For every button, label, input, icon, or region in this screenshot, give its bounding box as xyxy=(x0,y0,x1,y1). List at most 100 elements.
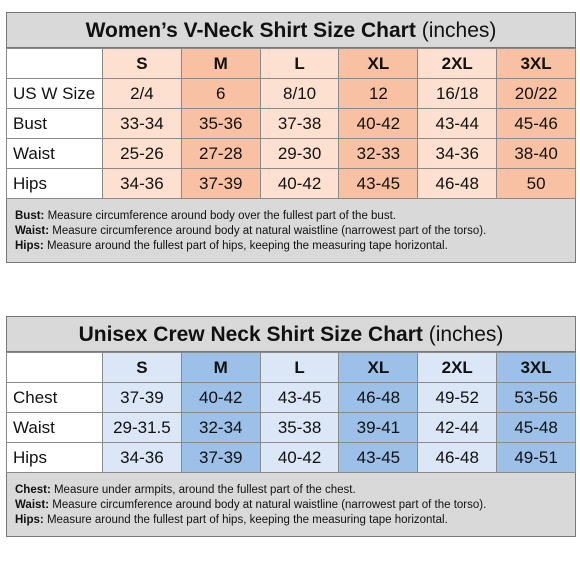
table-cell: 32-34 xyxy=(180,412,261,443)
row-label: Hips xyxy=(6,442,103,473)
unisex-chart-title: Unisex Crew Neck Shirt Size Chart (inche… xyxy=(6,316,576,352)
table-header-row: S M L XL 2XL 3XL xyxy=(6,48,576,79)
note-line: Bust: Measure circumference around body … xyxy=(15,209,567,224)
note-text: Measure under armpits, around the fulles… xyxy=(50,484,356,496)
table-cell: 40-42 xyxy=(259,442,340,473)
table-row: Chest 37-39 40-42 43-45 46-48 49-52 53-5… xyxy=(6,382,576,413)
table-cell: 49-52 xyxy=(417,382,498,413)
row-label: US W Size xyxy=(6,78,103,109)
table-cell: 53-56 xyxy=(496,382,576,413)
note-text: Measure around the fullest part of hips,… xyxy=(43,240,448,252)
size-header: M xyxy=(180,352,261,383)
note-term: Hips: xyxy=(15,514,44,526)
table-cell: 40-42 xyxy=(180,382,261,413)
note-text: Measure circumference around body over t… xyxy=(44,210,396,222)
unisex-title-text: Unisex Crew Neck Shirt Size Chart xyxy=(78,323,423,346)
table-cell: 12 xyxy=(338,78,419,109)
note-term: Waist: xyxy=(15,499,50,511)
size-header: L xyxy=(259,48,340,79)
table-row: US W Size 2/4 6 8/10 12 16/18 20/22 xyxy=(6,78,576,109)
table-cell: 43-45 xyxy=(259,382,340,413)
table-cell: 2/4 xyxy=(102,78,182,109)
womens-size-table: S M L XL 2XL 3XL US W Size 2/4 6 8/10 12… xyxy=(6,48,576,199)
table-cell: 46-48 xyxy=(417,168,498,199)
corner-cell xyxy=(6,48,103,79)
table-cell: 43-45 xyxy=(338,442,419,473)
table-cell: 20/22 xyxy=(496,78,576,109)
table-cell: 27-28 xyxy=(180,138,261,169)
table-cell: 37-39 xyxy=(180,168,261,199)
table-cell: 42-44 xyxy=(417,412,498,443)
table-row: Hips 34-36 37-39 40-42 43-45 46-48 49-51 xyxy=(6,442,576,473)
table-cell: 37-39 xyxy=(180,442,261,473)
table-cell: 40-42 xyxy=(259,168,340,199)
womens-title-unit: (inches) xyxy=(421,19,497,42)
note-term: Bust: xyxy=(15,210,45,222)
size-header: 3XL xyxy=(496,48,576,79)
note-term: Waist: xyxy=(15,225,50,237)
size-header: XL xyxy=(338,48,419,79)
size-header: 2XL xyxy=(417,352,498,383)
row-label: Chest xyxy=(6,382,103,413)
size-header: 2XL xyxy=(417,48,498,79)
womens-size-chart: Women’s V-Neck Shirt Size Chart (inches)… xyxy=(6,12,576,263)
unisex-title-unit: (inches) xyxy=(428,323,504,346)
note-line: Hips: Measure around the fullest part of… xyxy=(15,513,567,528)
table-cell: 25-26 xyxy=(102,138,182,169)
row-label: Bust xyxy=(6,108,103,139)
table-cell: 8/10 xyxy=(259,78,340,109)
table-cell: 16/18 xyxy=(417,78,498,109)
table-cell: 35-36 xyxy=(180,108,261,139)
table-cell: 40-42 xyxy=(338,108,419,139)
note-line: Waist: Measure circumference around body… xyxy=(15,498,567,513)
table-cell: 43-45 xyxy=(338,168,419,199)
note-text: Measure around the fullest part of hips,… xyxy=(43,514,448,526)
table-cell: 6 xyxy=(180,78,261,109)
womens-chart-title: Women’s V-Neck Shirt Size Chart (inches) xyxy=(6,12,576,48)
note-line: Waist: Measure circumference around body… xyxy=(15,224,567,239)
table-row: Waist 25-26 27-28 29-30 32-33 34-36 38-4… xyxy=(6,138,576,169)
table-header-row: S M L XL 2XL 3XL xyxy=(6,352,576,383)
table-cell: 38-40 xyxy=(496,138,576,169)
size-header: S xyxy=(102,48,182,79)
unisex-size-table: S M L XL 2XL 3XL Chest 37-39 40-42 43-45… xyxy=(6,352,576,473)
table-row: Hips 34-36 37-39 40-42 43-45 46-48 50 xyxy=(6,168,576,199)
note-text: Measure circumference around body at nat… xyxy=(49,225,487,237)
note-term: Chest: xyxy=(15,484,51,496)
womens-measurement-notes: Bust: Measure circumference around body … xyxy=(6,199,576,263)
unisex-measurement-notes: Chest: Measure under armpits, around the… xyxy=(6,473,576,537)
table-cell: 34-36 xyxy=(102,442,182,473)
table-cell: 43-44 xyxy=(417,108,498,139)
womens-title-text: Women’s V-Neck Shirt Size Chart xyxy=(85,19,416,42)
table-cell: 46-48 xyxy=(417,442,498,473)
size-header: S xyxy=(102,352,182,383)
note-term: Hips: xyxy=(15,240,44,252)
table-cell: 49-51 xyxy=(496,442,576,473)
table-cell: 50 xyxy=(496,168,576,199)
table-cell: 37-39 xyxy=(102,382,182,413)
table-cell: 33-34 xyxy=(102,108,182,139)
table-cell: 29-31.5 xyxy=(102,412,182,443)
table-row: Bust 33-34 35-36 37-38 40-42 43-44 45-46 xyxy=(6,108,576,139)
table-cell: 46-48 xyxy=(338,382,419,413)
row-label: Hips xyxy=(6,168,103,199)
note-line: Hips: Measure around the fullest part of… xyxy=(15,239,567,254)
note-text: Measure circumference around body at nat… xyxy=(49,499,487,511)
corner-cell xyxy=(6,352,103,383)
table-cell: 29-30 xyxy=(259,138,340,169)
size-header: 3XL xyxy=(496,352,576,383)
note-line: Chest: Measure under armpits, around the… xyxy=(15,483,567,498)
unisex-size-chart: Unisex Crew Neck Shirt Size Chart (inche… xyxy=(6,316,576,537)
size-header: M xyxy=(180,48,261,79)
row-label: Waist xyxy=(6,138,103,169)
row-label: Waist xyxy=(6,412,103,443)
table-cell: 45-46 xyxy=(496,108,576,139)
table-cell: 45-48 xyxy=(496,412,576,443)
table-cell: 37-38 xyxy=(259,108,340,139)
table-cell: 35-38 xyxy=(259,412,340,443)
table-cell: 39-41 xyxy=(338,412,419,443)
table-cell: 32-33 xyxy=(338,138,419,169)
table-cell: 34-36 xyxy=(102,168,182,199)
size-header: L xyxy=(259,352,340,383)
table-row: Waist 29-31.5 32-34 35-38 39-41 42-44 45… xyxy=(6,412,576,443)
